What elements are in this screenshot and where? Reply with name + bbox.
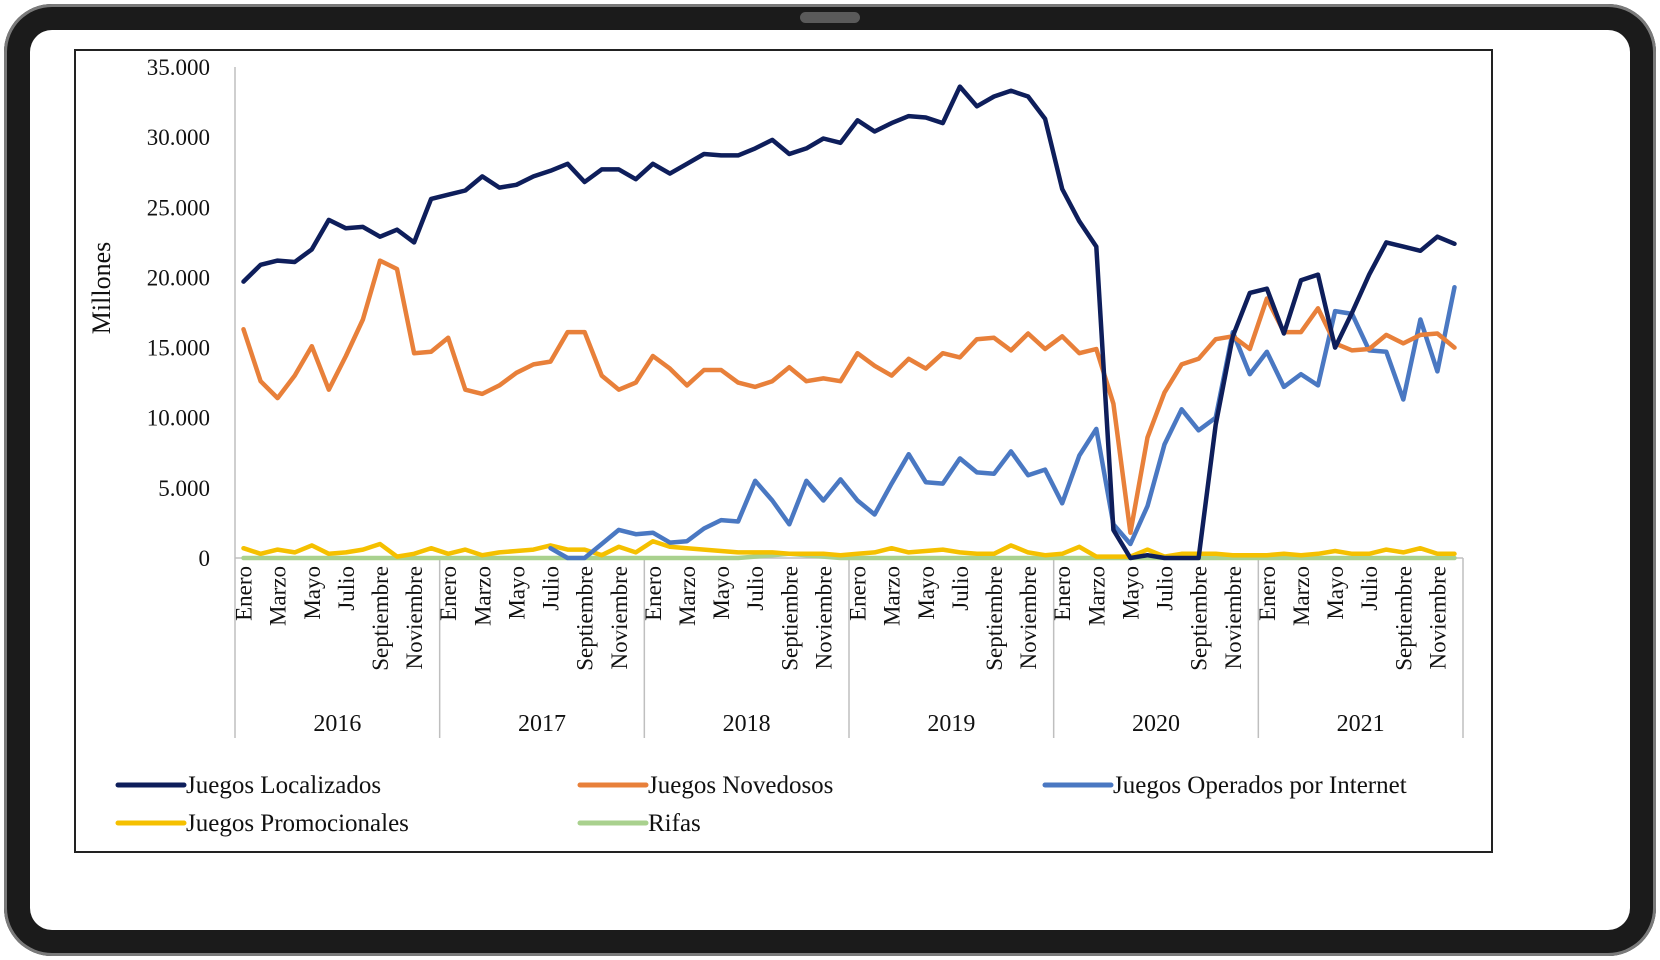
year-label: 2020 xyxy=(1132,711,1180,737)
series-line-juegos-promocionales xyxy=(241,538,1457,559)
month-tick-label: Enero xyxy=(1255,566,1280,621)
year-label: 2019 xyxy=(927,711,975,737)
month-tick-label: Julio xyxy=(948,566,973,611)
month-tick-label: Noviembre xyxy=(607,566,632,669)
y-tick-label: 15.000 xyxy=(147,336,210,361)
chart-border xyxy=(74,49,1493,853)
month-tick-label: Noviembre xyxy=(1016,566,1041,669)
year-label: 2021 xyxy=(1337,711,1385,737)
month-tick-label: Marzo xyxy=(675,566,700,626)
camera-notch-icon xyxy=(800,12,860,23)
series-line-rifas xyxy=(241,551,1457,561)
year-label: 2017 xyxy=(518,711,566,737)
month-tick-label: Mayo xyxy=(1118,566,1143,620)
series-line-juegos-novedosos xyxy=(241,258,1457,535)
series-layer xyxy=(241,84,1457,561)
y-axis-label: Millones xyxy=(87,242,116,334)
line-chart: 0 5.000 10.000 15.000 20.000 25.000 30.000 35.0… xyxy=(74,49,1493,853)
month-tick-label: Noviembre xyxy=(811,566,836,669)
legend: Juegos Localizados Juegos Novedosos Juegos… xyxy=(115,772,1407,837)
month-tick-label: Septiembre xyxy=(1187,566,1212,671)
month-tick-label: Septiembre xyxy=(368,566,393,671)
month-tick-label: Marzo xyxy=(880,566,905,626)
year-label: 2018 xyxy=(723,711,771,737)
legend-label: Rifas xyxy=(648,810,701,837)
y-tick-label: 25.000 xyxy=(147,195,210,220)
month-tick-label: Enero xyxy=(1050,566,1075,621)
series-line-juegos-localizados xyxy=(241,84,1457,561)
legend-label: Juegos Operados por Internet xyxy=(1113,772,1407,799)
month-tick-label: Mayo xyxy=(914,566,939,620)
month-tick-label: Julio xyxy=(743,566,768,611)
month-tick-label: Julio xyxy=(1153,566,1178,611)
month-tick-label: Mayo xyxy=(300,566,325,620)
month-tick-label: Enero xyxy=(641,566,666,621)
screen: 0 5.000 10.000 15.000 20.000 25.000 30.000 35.0… xyxy=(30,30,1630,930)
y-tick-label: 35.000 xyxy=(147,55,210,80)
month-tick-label: Julio xyxy=(539,566,564,611)
month-tick-label: Septiembre xyxy=(1391,566,1416,671)
month-tick-label: Mayo xyxy=(504,566,529,620)
month-tick-label: Marzo xyxy=(1289,566,1314,626)
month-tick-label: Septiembre xyxy=(573,566,598,671)
month-tick-label: Marzo xyxy=(1084,566,1109,626)
legend-label: Juegos Novedosos xyxy=(648,772,833,799)
month-tick-label: Noviembre xyxy=(1425,566,1450,669)
y-tick-label: 20.000 xyxy=(147,265,210,290)
month-tick-label: Noviembre xyxy=(1221,566,1246,669)
month-tick-label: Septiembre xyxy=(777,566,802,671)
month-tick-label: Julio xyxy=(334,566,359,611)
month-tick-label: Enero xyxy=(232,566,257,621)
month-tick-label: Noviembre xyxy=(402,566,427,669)
month-tick-label: Marzo xyxy=(266,566,291,626)
legend-label: Juegos Promocionales xyxy=(186,810,409,837)
y-tick-label: 0 xyxy=(199,546,211,571)
series-line-juegos-operados-por-internet xyxy=(548,284,1457,561)
y-tick-label: 10.000 xyxy=(147,406,210,431)
legend-label: Juegos Localizados xyxy=(186,772,381,799)
y-tick-label: 5.000 xyxy=(158,476,210,501)
month-tick-label: Enero xyxy=(436,566,461,621)
year-label: 2016 xyxy=(313,711,361,737)
y-tick-label: 30.000 xyxy=(147,125,210,150)
month-tick-label: Enero xyxy=(846,566,871,621)
month-tick-label: Mayo xyxy=(1323,566,1348,620)
axes: 0 5.000 10.000 15.000 20.000 25.000 30.000 35.0… xyxy=(147,55,1464,738)
month-tick-label: Septiembre xyxy=(982,566,1007,671)
month-tick-label: Mayo xyxy=(709,566,734,620)
month-tick-label: Marzo xyxy=(470,566,495,626)
month-tick-label: Julio xyxy=(1357,566,1382,611)
